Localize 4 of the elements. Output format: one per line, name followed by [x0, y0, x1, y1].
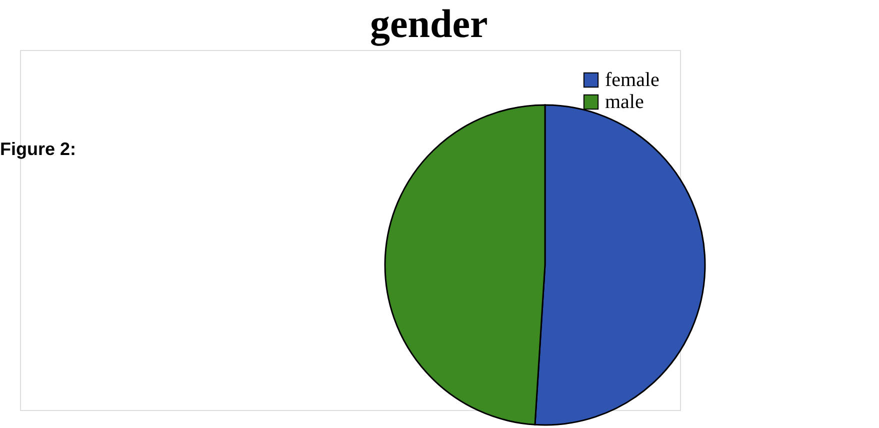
legend-label: male: [605, 91, 644, 113]
caption: Figure 2:: [0, 139, 76, 159]
chart-title: gender: [370, 1, 488, 46]
legend-label: female: [605, 69, 660, 91]
